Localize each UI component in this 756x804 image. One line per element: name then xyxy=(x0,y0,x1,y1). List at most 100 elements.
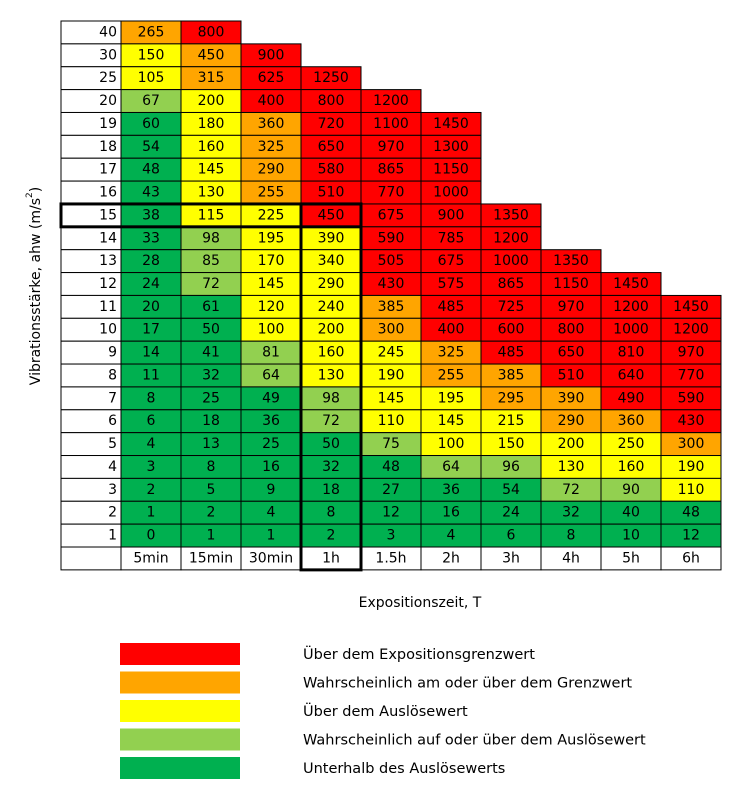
cell-value-label: 145 xyxy=(198,162,225,178)
cell-value-label: 225 xyxy=(258,207,285,223)
y-tick-label: 40 xyxy=(99,24,117,40)
cell-value-label: 130 xyxy=(318,367,345,383)
x-label-cell xyxy=(660,546,722,571)
cell-value-label: 33 xyxy=(142,230,160,246)
cell-value-label: 265 xyxy=(138,24,165,40)
cell-value-label: 11 xyxy=(142,367,160,383)
cell-value-label: 75 xyxy=(382,436,400,452)
legend-label: Wahrscheinlich am oder über dem Grenzwer… xyxy=(303,676,632,692)
cell-value-label: 810 xyxy=(618,345,645,361)
cell-value-label: 900 xyxy=(438,207,465,223)
cell-value-label: 290 xyxy=(258,162,285,178)
cell-value-label: 325 xyxy=(438,345,465,361)
cell-value-label: 1300 xyxy=(433,139,469,155)
cell-value-label: 1350 xyxy=(493,207,529,223)
cell-value-label: 325 xyxy=(258,139,285,155)
cell-value-label: 290 xyxy=(558,413,585,429)
cell-value-label: 1150 xyxy=(433,162,469,178)
cell-value-label: 13 xyxy=(202,436,220,452)
cell-value-label: 72 xyxy=(562,482,580,498)
cell-value-label: 785 xyxy=(438,230,465,246)
cell-value-label: 300 xyxy=(378,322,405,338)
y-tick-label: 19 xyxy=(99,116,117,132)
cell-value-label: 1000 xyxy=(433,185,469,201)
cell-value-label: 340 xyxy=(318,253,345,269)
cell-value-label: 17 xyxy=(142,322,160,338)
cell-value-label: 110 xyxy=(678,482,705,498)
cell-value-label: 36 xyxy=(442,482,460,498)
highlight-column-outline xyxy=(299,202,363,572)
cell-value-label: 2 xyxy=(207,505,216,521)
cell-value-label: 195 xyxy=(438,390,465,406)
cell-value-label: 72 xyxy=(322,413,340,429)
x-tick-label: 3h xyxy=(502,550,520,566)
cell-value-label: 130 xyxy=(198,185,225,201)
legend-swatch xyxy=(120,700,240,722)
cell-value-label: 450 xyxy=(318,207,345,223)
cell-value-label: 98 xyxy=(322,390,340,406)
cell-value-label: 4 xyxy=(147,436,156,452)
cell-value-label: 6 xyxy=(507,528,516,544)
cell-value-label: 12 xyxy=(682,528,700,544)
y-tick-label: 10 xyxy=(99,322,117,338)
cell-value-label: 48 xyxy=(142,162,160,178)
y-tick-label: 16 xyxy=(99,185,117,201)
cell-value-label: 970 xyxy=(558,299,585,315)
cell-value-label: 195 xyxy=(258,230,285,246)
cell-value-label: 150 xyxy=(138,47,165,63)
cell-value-label: 245 xyxy=(378,345,405,361)
cell-value-label: 64 xyxy=(262,367,280,383)
cell-value-label: 67 xyxy=(142,93,160,109)
y-tick-label: 12 xyxy=(99,276,117,292)
legend-swatch xyxy=(120,757,240,779)
cell-value-label: 8 xyxy=(147,390,156,406)
cell-value-label: 115 xyxy=(198,207,225,223)
cell-value-label: 2 xyxy=(327,528,336,544)
cell-value-label: 145 xyxy=(438,413,465,429)
x-tick-label: 1.5h xyxy=(375,550,406,566)
cell-value-label: 200 xyxy=(198,93,225,109)
y-tick-label: 15 xyxy=(99,207,117,223)
x-tick-label: 4h xyxy=(562,550,580,566)
cell-value-label: 27 xyxy=(382,482,400,498)
cell-value-label: 18 xyxy=(322,482,340,498)
cell-value-label: 1 xyxy=(147,505,156,521)
cell-value-label: 800 xyxy=(198,24,225,40)
cell-value-label: 725 xyxy=(498,299,525,315)
cell-value-label: 315 xyxy=(198,70,225,86)
cell-value-label: 295 xyxy=(498,390,525,406)
cell-value-label: 150 xyxy=(498,436,525,452)
x-tick-label: 6h xyxy=(682,550,700,566)
cell-value-label: 90 xyxy=(622,482,640,498)
cell-value-label: 800 xyxy=(318,93,345,109)
x-tick-label: 5h xyxy=(622,550,640,566)
cell-value-label: 18 xyxy=(202,413,220,429)
cell-value-label: 2 xyxy=(147,482,156,498)
cell-value-label: 1200 xyxy=(613,299,649,315)
cell-value-label: 4 xyxy=(267,505,276,521)
cell-value-label: 575 xyxy=(438,276,465,292)
legend: Über dem Expositionsgrenzwert Wahrscheinl… xyxy=(120,643,646,779)
y-tick-label: 13 xyxy=(99,253,117,269)
cell-value-label: 32 xyxy=(562,505,580,521)
cell-value-label: 60 xyxy=(142,116,160,132)
legend-label: Über dem Expositionsgrenzwert xyxy=(303,645,535,663)
cell-value-label: 490 xyxy=(618,390,645,406)
cell-value-label: 16 xyxy=(262,459,280,475)
cell-value-label: 360 xyxy=(258,116,285,132)
cell-value-label: 50 xyxy=(322,436,340,452)
cell-value-label: 3 xyxy=(147,459,156,475)
x-tick-labels: 5min 15min 30min 1h 1.5h 2h 3h 4h 5h 6h xyxy=(60,546,722,571)
cell-value-label: 580 xyxy=(318,162,345,178)
cell-value-label: 4 xyxy=(447,528,456,544)
cell-value-label: 49 xyxy=(262,390,280,406)
cell-value-label: 1 xyxy=(207,528,216,544)
cell-value-label: 385 xyxy=(498,367,525,383)
cell-value-label: 1450 xyxy=(433,116,469,132)
cell-value-label: 865 xyxy=(498,276,525,292)
cell-value-label: 25 xyxy=(202,390,220,406)
cell-value-label: 430 xyxy=(378,276,405,292)
cell-value-label: 1350 xyxy=(553,253,589,269)
